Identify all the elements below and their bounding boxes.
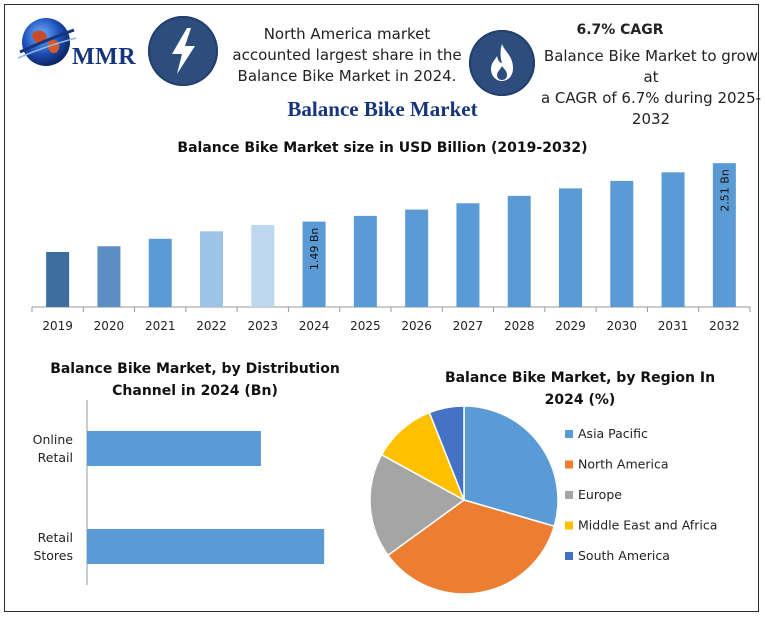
x-tick-label-2024: 2024 [299, 319, 330, 333]
right-header-text: Balance Bike Market to grow at a CAGR of… [538, 46, 764, 130]
x-tick-label-2019: 2019 [42, 319, 73, 333]
legend-swatch [565, 521, 573, 530]
legend-label-middle-east-and-africa: Middle East and Africa [578, 518, 717, 533]
legend-swatch [565, 491, 573, 499]
bar-2026 [405, 209, 429, 307]
mmr-logo: MMR [14, 10, 154, 80]
globe-icon [17, 18, 77, 66]
legend-label-europe: Europe [578, 487, 622, 502]
x-tick-label-2029: 2029 [555, 319, 586, 333]
pie-slice-europe [369, 453, 466, 557]
x-tick-label-2023: 2023 [248, 319, 279, 333]
bar-value-label-2032: 2.51 Bn [718, 169, 731, 212]
cagr-title: 6.7% CAGR [576, 22, 664, 38]
left-text-line-2: accounted largest share in the [232, 46, 462, 64]
hbar-label-line: Stores [33, 548, 73, 563]
flame-icon [491, 44, 513, 81]
bar-2031 [661, 172, 685, 307]
pie-slice-middle-east-and-africa [380, 411, 466, 502]
right-text-line-3: 2032 [631, 110, 671, 128]
x-tick-label-2031: 2031 [658, 319, 689, 333]
bar-2032 [712, 163, 736, 307]
bar-2030 [610, 180, 634, 307]
x-tick-label-2025: 2025 [350, 319, 381, 333]
hbar-label-line: Retail [38, 530, 73, 545]
bar-2022 [200, 231, 223, 307]
pie-slice-south-america [428, 405, 465, 501]
distribution-title-line-1: Balance Bike Market, by Distribution [50, 361, 340, 377]
x-tick-label-2032: 2032 [709, 319, 740, 333]
region-chart-title: Balance Bike Market, by Region In 2024 (… [430, 367, 730, 411]
x-tick-label-2022: 2022 [196, 319, 227, 333]
right-badge [469, 30, 535, 96]
region-pie-chart: Asia Pacific North America Europe Middle Ea… [369, 405, 717, 595]
logo-text: MMR [72, 44, 137, 70]
hbar-label-line: Online [33, 432, 74, 447]
x-tick-label-2021: 2021 [145, 319, 176, 333]
right-text-line-1: Balance Bike Market to grow at [543, 47, 759, 86]
region-title-line-2: 2024 (%) [544, 392, 616, 408]
right-text-line-2: a CAGR of 6.7% during 2025- [540, 89, 762, 107]
hbar-retail-stores [87, 529, 325, 564]
bar-2020 [97, 246, 121, 307]
bar-2019 [46, 251, 70, 307]
left-text-line-3: Balance Bike Market in 2024. [237, 67, 457, 85]
bar-2028 [507, 195, 531, 307]
bar-2023 [251, 225, 275, 307]
distribution-chart-title: Balance Bike Market, by Distribution Cha… [45, 358, 345, 402]
x-tick-label-2026: 2026 [401, 319, 432, 333]
x-tick-label-2030: 2030 [607, 319, 638, 333]
left-header-text: North America market accounted largest s… [232, 24, 462, 87]
hbar-label-line: Retail [38, 450, 73, 465]
legend-swatch [565, 460, 573, 469]
legend-swatch [565, 552, 573, 560]
market-size-bar-chart: 2019 2020 2021 2022 2023 2024 1.49 Bn 2025 2026 2… [31, 163, 751, 333]
x-tick-label-2028: 2028 [504, 319, 535, 333]
legend-label-south-america: South America [578, 548, 670, 563]
left-text-line-1: North America market [263, 25, 431, 43]
x-tick-label-2027: 2027 [453, 319, 484, 333]
distribution-title-line-2: Channel in 2024 (Bn) [112, 383, 278, 399]
x-tick-label-2020: 2020 [94, 319, 125, 333]
bar-2025 [353, 215, 377, 307]
hbar-online-retail [87, 431, 261, 466]
region-title-line-1: Balance Bike Market, by Region In [444, 370, 716, 386]
left-badge [148, 16, 218, 86]
main-title: Balance Bike Market [287, 97, 478, 121]
bar-chart-title: Balance Bike Market size in USD Billion … [177, 140, 588, 156]
pie-slice-north-america [386, 499, 556, 595]
legend-label-asia-pacific: Asia Pacific [578, 426, 648, 441]
lightning-bolt-icon [172, 28, 195, 74]
legend-label-north-america: North America [578, 457, 669, 472]
legend-swatch [565, 430, 573, 438]
distribution-channel-bar-chart: Online Retail Retail Stores [33, 400, 325, 585]
bar-2024 [302, 221, 326, 307]
bar-value-label-2024: 1.49 Bn [308, 228, 321, 271]
pie-slice-asia-pacific [463, 405, 559, 528]
bar-2021 [148, 238, 172, 307]
bar-2027 [456, 203, 480, 307]
bar-2029 [559, 188, 582, 307]
